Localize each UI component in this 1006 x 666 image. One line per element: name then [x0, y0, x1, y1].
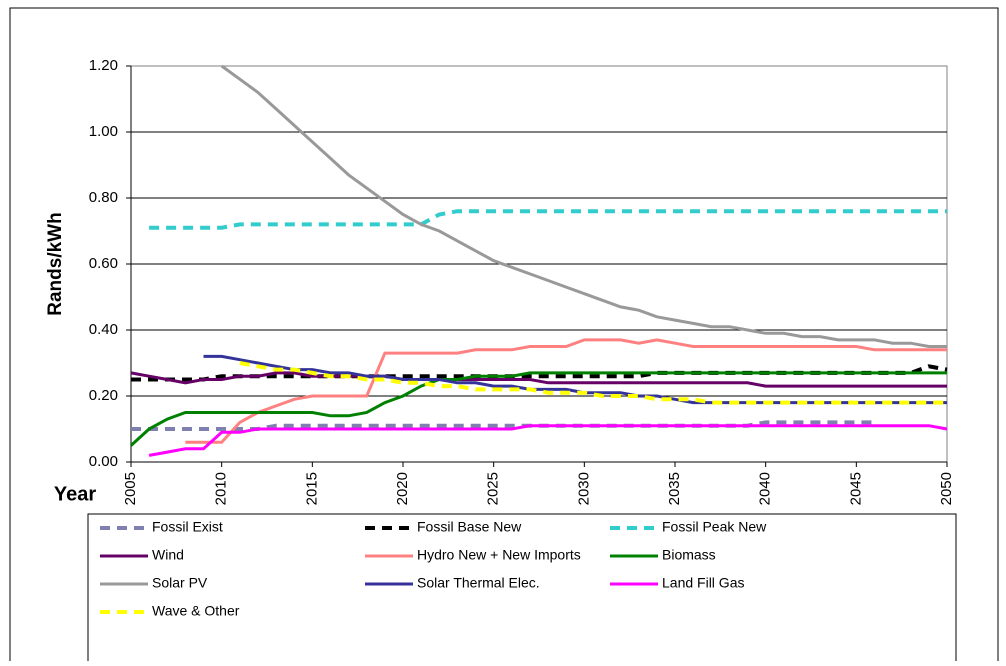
x-tick-label: 2030: [575, 472, 592, 505]
x-tick-label: 2035: [666, 472, 683, 505]
x-tick-label: 2020: [394, 472, 411, 505]
legend: [87, 513, 957, 666]
x-tick-label: 2015: [303, 472, 320, 505]
y-tick-label: 1.20: [89, 57, 118, 74]
y-tick-label: 0.00: [89, 453, 118, 470]
x-axis-label: Year: [54, 483, 96, 505]
series-line: [129, 371, 947, 447]
legend-label: Fossil Exist: [152, 519, 223, 535]
y-tick-label: 0.20: [89, 387, 118, 404]
legend-label: Fossil Base New: [417, 519, 522, 535]
y-axis-label: Rands/kWh: [45, 212, 66, 315]
series-line: [130, 371, 947, 388]
x-tick-label: 2040: [757, 472, 774, 505]
y-tick-label: 0.60: [89, 255, 118, 272]
series-line: [148, 424, 948, 457]
legend-label: Solar Thermal Elec.: [417, 575, 540, 591]
legend-label: Wind: [152, 547, 184, 563]
series-line: [239, 361, 947, 405]
series-line: [220, 64, 947, 348]
legend-label: Biomass: [662, 547, 716, 563]
x-tick-label: 2005: [122, 472, 139, 505]
x-tick-label: 2025: [485, 472, 502, 505]
legend-label: Hydro New + New Imports: [417, 547, 581, 563]
legend-label: Fossil Peak New: [662, 519, 767, 535]
y-tick-label: 1.00: [89, 123, 118, 140]
x-tick-label: 2010: [213, 472, 230, 505]
series-line: [185, 338, 947, 444]
legend-label: Land Fill Gas: [662, 575, 744, 591]
y-tick-label: 0.40: [89, 321, 118, 338]
y-tick-label: 0.80: [89, 189, 118, 206]
legend-label: Solar PV: [152, 575, 208, 591]
x-tick-label: 2045: [847, 472, 864, 505]
legend-label: Wave & Other: [152, 603, 240, 619]
x-tick-label: 2050: [938, 472, 955, 505]
series-line: [149, 209, 947, 230]
